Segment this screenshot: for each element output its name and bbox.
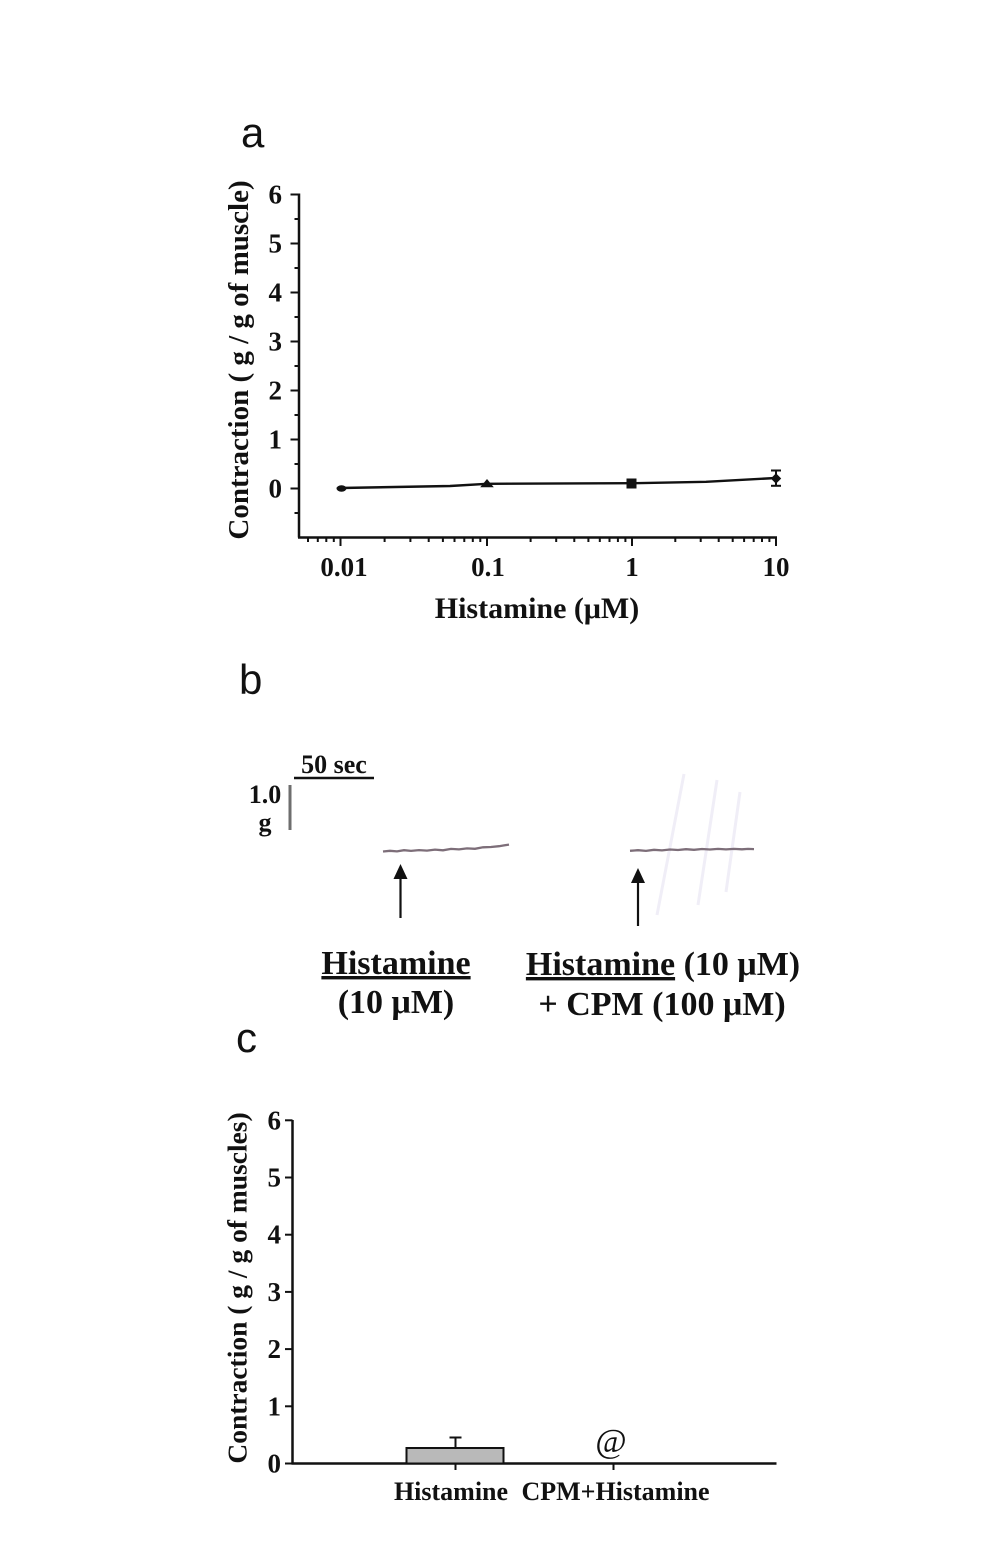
svg-text:c: c — [236, 1014, 257, 1061]
svg-text:Contraction ( g / g of muscle): Contraction ( g / g of muscle) — [223, 180, 255, 539]
svg-text:4: 4 — [268, 1220, 282, 1250]
svg-text:6: 6 — [268, 1105, 282, 1135]
svg-text:@: @ — [595, 1423, 626, 1460]
svg-text:CPM+Histamine: CPM+Histamine — [521, 1477, 709, 1506]
svg-text:3: 3 — [269, 327, 283, 357]
svg-text:3: 3 — [268, 1277, 282, 1307]
svg-text:2: 2 — [269, 376, 283, 406]
svg-text:10: 10 — [763, 552, 790, 582]
svg-text:(10 μM): (10 μM) — [338, 984, 455, 1021]
svg-text:Contraction ( g / g of muscles: Contraction ( g / g of muscles) — [222, 1112, 253, 1463]
svg-text:b: b — [239, 656, 262, 703]
svg-text:Histamine: Histamine — [394, 1477, 508, 1506]
svg-text:Histamine (10 μM): Histamine (10 μM) — [526, 946, 800, 983]
svg-text:50 sec: 50 sec — [301, 750, 367, 779]
svg-text:0.01: 0.01 — [320, 552, 367, 582]
svg-text:1: 1 — [268, 1391, 282, 1421]
svg-text:Histamine: Histamine — [321, 945, 470, 982]
svg-text:1.0: 1.0 — [249, 780, 282, 809]
svg-text:1: 1 — [625, 552, 639, 582]
svg-text:5: 5 — [269, 229, 283, 259]
svg-text:0.1: 0.1 — [471, 552, 505, 582]
svg-text:+ CPM (100 μM): + CPM (100 μM) — [538, 986, 785, 1023]
svg-text:0: 0 — [269, 474, 283, 504]
svg-text:5: 5 — [268, 1163, 282, 1193]
svg-text:a: a — [241, 109, 265, 156]
svg-text:4: 4 — [269, 278, 283, 308]
svg-text:1: 1 — [269, 425, 283, 455]
svg-text:0: 0 — [268, 1449, 282, 1479]
svg-text:Histamine (μM): Histamine (μM) — [435, 592, 639, 625]
svg-text:6: 6 — [269, 180, 283, 210]
svg-text:2: 2 — [268, 1334, 282, 1364]
svg-text:g: g — [259, 808, 272, 837]
